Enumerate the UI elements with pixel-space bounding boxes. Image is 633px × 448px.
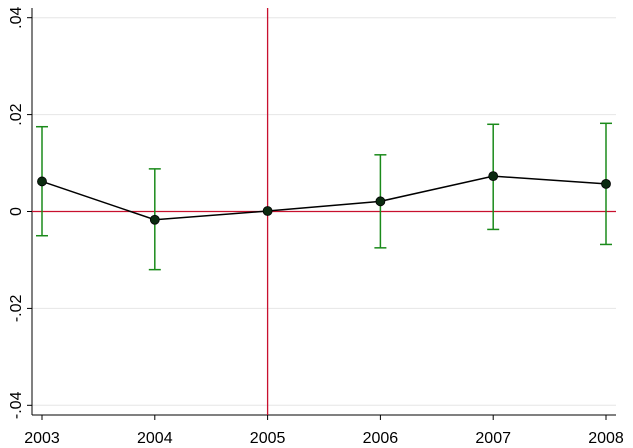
y-tick-label: 0: [8, 207, 25, 216]
x-tick-label: 2005: [250, 430, 286, 447]
x-tick-label: 2007: [475, 430, 511, 447]
data-point: [375, 196, 386, 207]
data-point: [37, 176, 47, 187]
data-point: [601, 178, 611, 189]
x-tick-label: 2006: [363, 430, 399, 447]
x-tick-label: 2004: [137, 430, 173, 447]
data-point: [488, 171, 499, 182]
y-tick-label: -.02: [8, 295, 25, 323]
series-line: [41, 175, 607, 221]
x-tick-label: 2003: [24, 430, 60, 447]
x-tick-label: 2008: [588, 430, 624, 447]
data-point: [149, 214, 160, 225]
data-point: [262, 206, 273, 216]
y-tick-label: -.04: [8, 391, 25, 419]
y-tick-label: .02: [8, 103, 25, 125]
y-tick-label: .04: [8, 6, 25, 28]
